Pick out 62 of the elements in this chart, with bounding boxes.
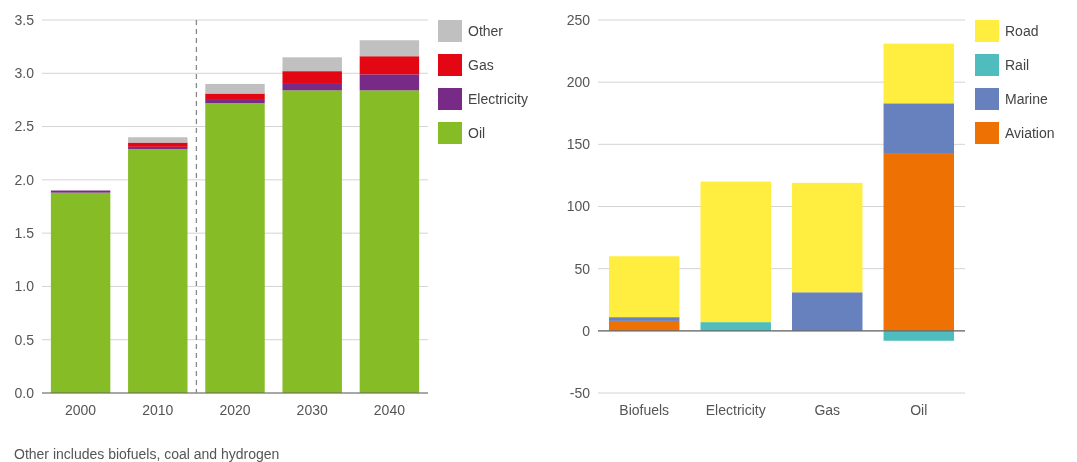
y-tick-label: 0.5	[14, 331, 35, 348]
bar	[359, 40, 420, 57]
bar	[883, 330, 955, 341]
bar	[608, 317, 680, 321]
y-tick-label: 50	[574, 260, 591, 277]
bar	[700, 322, 771, 331]
x-tick-label: 2020	[219, 402, 251, 418]
bar	[128, 148, 188, 393]
bar	[359, 74, 420, 91]
bar	[205, 103, 265, 393]
bar	[359, 56, 420, 75]
x-tick-label: 2000	[65, 402, 97, 418]
bar	[883, 153, 955, 331]
y-tick-label: -50	[569, 384, 591, 401]
bar	[883, 103, 955, 154]
legend-label: Gas	[468, 56, 494, 73]
x-tick-label: Biofuels	[619, 402, 670, 418]
y-tick-label: 100	[566, 198, 591, 215]
y-tick-label: 1.0	[14, 278, 35, 295]
text: Other includes biofuels, coal and hydrogen	[14, 446, 280, 462]
legend-label: Rail	[1005, 56, 1030, 73]
bar	[883, 43, 955, 104]
y-tick-label: 2.5	[14, 118, 35, 135]
x-tick-label: Oil	[910, 402, 928, 418]
y-tick-label: 0.0	[14, 384, 35, 401]
bar	[205, 93, 265, 100]
y-tick-label: 3.5	[14, 11, 35, 28]
bar	[50, 192, 111, 393]
bar	[792, 182, 863, 293]
x-tick-label: 2010	[142, 402, 174, 418]
legend-label: Electricity	[468, 90, 528, 107]
bar	[205, 99, 265, 104]
y-tick-label: 1.5	[14, 225, 35, 242]
legend-label: Marine	[1005, 90, 1049, 107]
y-tick-label: 200	[566, 74, 591, 91]
bar	[282, 90, 342, 393]
bar	[282, 57, 342, 72]
y-tick-label: 0	[582, 322, 591, 339]
y-tick-label: 3.0	[14, 65, 35, 82]
bar	[128, 146, 188, 149]
bar	[792, 292, 863, 331]
bar	[700, 181, 771, 323]
y-tick-label: 250	[566, 11, 591, 28]
bar	[359, 90, 420, 393]
x-tick-label: 2030	[296, 402, 328, 418]
x-tick-label: Electricity	[705, 402, 766, 418]
legend-label: Other	[468, 22, 504, 39]
y-tick-label: 2.0	[14, 171, 35, 188]
bar	[128, 137, 188, 143]
legend-label: Road	[1005, 22, 1039, 39]
x-tick-label: 2040	[373, 402, 406, 418]
y-tick-label: 150	[566, 136, 591, 153]
bar	[608, 320, 680, 331]
legend-label: Aviation	[1005, 124, 1055, 141]
bar	[608, 256, 680, 318]
x-tick-label: Gas	[814, 402, 841, 418]
bar	[50, 190, 111, 193]
legend-label: Oil	[468, 124, 486, 141]
bar	[205, 83, 265, 94]
bar	[128, 142, 188, 147]
bar	[282, 83, 342, 91]
bar	[282, 71, 342, 84]
